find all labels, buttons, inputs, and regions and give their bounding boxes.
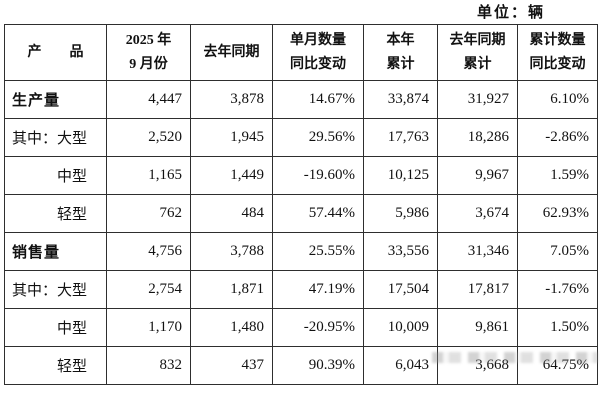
cell-last-year-value: 1,945 (190, 118, 273, 157)
cell-cumulative-yoy: 1.50% (517, 308, 598, 347)
cell-ytd-value: 10,009 (363, 308, 438, 347)
cell-cumulative-yoy: -2.86% (517, 118, 598, 157)
col-header-last-year-same-period: 去年同期 (190, 24, 273, 81)
cell-last-year-value: 3,788 (190, 232, 273, 271)
cell-month-value: 2,754 (106, 270, 191, 309)
row-sales: 销售量 4,756 3,788 25.55% 33,556 31,346 7.0… (4, 232, 598, 271)
cell-last-year-ytd-value: 31,346 (437, 232, 518, 271)
cell-month-value: 1,170 (106, 308, 191, 347)
row-label: 轻型 (4, 194, 107, 233)
row-production-light: 轻型 762 484 57.44% 5,986 3,674 62.93% (4, 194, 598, 233)
cell-cumulative-yoy: 1.59% (517, 156, 598, 195)
cell-ytd-value: 17,504 (363, 270, 438, 309)
cell-monthly-yoy: -19.60% (272, 156, 364, 195)
cell-monthly-yoy: 47.19% (272, 270, 364, 309)
row-sales-large: 其中：大型 2,754 1,871 47.19% 17,504 17,817 -… (4, 270, 598, 309)
row-production: 生产量 4,447 3,878 14.67% 33,874 31,927 6.1… (4, 80, 598, 119)
cell-last-year-value: 484 (190, 194, 273, 233)
row-production-medium: 中型 1,165 1,449 -19.60% 10,125 9,967 1.59… (4, 156, 598, 195)
row-label: 销售量 (4, 232, 107, 271)
row-label: 生产量 (4, 80, 107, 119)
cell-monthly-yoy: 90.39% (272, 346, 364, 385)
cell-month-value: 4,756 (106, 232, 191, 271)
cell-monthly-yoy: 14.67% (272, 80, 364, 119)
header-row: 产 品 2025 年 9 月份 去年同期 单月数量 同比变动 本年 累计 去年同… (4, 24, 598, 81)
row-label: 中型 (4, 156, 107, 195)
cell-cumulative-yoy: -1.76% (517, 270, 598, 309)
cell-ytd-value: 6,043 (363, 346, 438, 385)
cell-last-year-ytd-value: 18,286 (437, 118, 518, 157)
cell-month-value: 1,165 (106, 156, 191, 195)
cell-month-value: 832 (106, 346, 191, 385)
row-label: 轻型 (4, 346, 107, 385)
cell-month-value: 2,520 (106, 118, 191, 157)
row-production-large: 其中：大型 2,520 1,945 29.56% 17,763 18,286 -… (4, 118, 598, 157)
cell-cumulative-yoy: 62.93% (517, 194, 598, 233)
cell-monthly-yoy: -20.95% (272, 308, 364, 347)
cell-monthly-yoy: 57.44% (272, 194, 364, 233)
cell-cumulative-yoy: 64.75% (517, 346, 598, 385)
cell-month-value: 4,447 (106, 80, 191, 119)
cell-last-year-value: 1,449 (190, 156, 273, 195)
production-sales-table: 产 品 2025 年 9 月份 去年同期 单月数量 同比变动 本年 累计 去年同… (4, 24, 598, 385)
row-label: 中型 (4, 308, 107, 347)
cell-last-year-ytd-value: 9,967 (437, 156, 518, 195)
cell-cumulative-yoy: 6.10% (517, 80, 598, 119)
col-header-cumulative-yoy-change: 累计数量 同比变动 (517, 24, 598, 81)
cell-monthly-yoy: 25.55% (272, 232, 364, 271)
cell-last-year-ytd-value: 31,927 (437, 80, 518, 119)
cell-last-year-ytd-value: 17,817 (437, 270, 518, 309)
cell-monthly-yoy: 29.56% (272, 118, 364, 157)
unit-label: 单位：辆 (476, 5, 545, 21)
cell-ytd-value: 33,556 (363, 232, 438, 271)
cell-last-year-value: 1,480 (190, 308, 273, 347)
cell-last-year-ytd-value: 3,674 (437, 194, 518, 233)
cell-last-year-value: 1,871 (190, 270, 273, 309)
row-label: 其中：大型 (4, 118, 107, 157)
col-header-product: 产 品 (4, 24, 107, 81)
row-label: 其中：大型 (4, 270, 107, 309)
row-sales-light: 轻型 832 437 90.39% 6,043 3,668 64.75% (4, 346, 598, 385)
cell-ytd-value: 17,763 (363, 118, 438, 157)
cell-last-year-value: 437 (190, 346, 273, 385)
row-sales-medium: 中型 1,170 1,480 -20.95% 10,009 9,861 1.50… (4, 308, 598, 347)
cell-month-value: 762 (106, 194, 191, 233)
cell-last-year-value: 3,878 (190, 80, 273, 119)
col-header-ytd-total: 本年 累计 (363, 24, 438, 81)
cell-ytd-value: 10,125 (363, 156, 438, 195)
cell-cumulative-yoy: 7.05% (517, 232, 598, 271)
cell-last-year-ytd-value: 3,668 (437, 346, 518, 385)
col-header-2025-september: 2025 年 9 月份 (106, 24, 191, 81)
cell-last-year-ytd-value: 9,861 (437, 308, 518, 347)
cell-ytd-value: 5,986 (363, 194, 438, 233)
col-header-last-year-ytd-total: 去年同期 累计 (437, 24, 518, 81)
col-header-monthly-yoy-change: 单月数量 同比变动 (272, 24, 364, 81)
cell-ytd-value: 33,874 (363, 80, 438, 119)
